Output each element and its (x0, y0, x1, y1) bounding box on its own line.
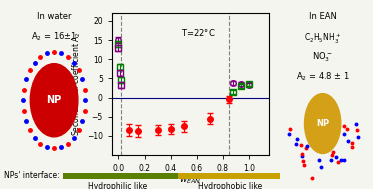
Text: Hydrophilic like: Hydrophilic like (88, 182, 147, 189)
Text: NPs' interface:: NPs' interface: (4, 171, 59, 180)
Text: NO$_3^-$: NO$_3^-$ (313, 50, 333, 64)
Text: T=22$\degree$C: T=22$\degree$C (181, 27, 215, 38)
Text: Hydrophobic like: Hydrophobic like (198, 182, 262, 189)
Text: A$_2$ = 4.8 ± 1: A$_2$ = 4.8 ± 1 (296, 70, 350, 83)
Circle shape (304, 94, 341, 153)
Text: NP: NP (316, 119, 329, 128)
Circle shape (30, 64, 78, 137)
Y-axis label: Second Virial coefficient A$_2$: Second Virial coefficient A$_2$ (70, 32, 83, 136)
Text: A$_2$ = 16±1: A$_2$ = 16±1 (31, 30, 77, 43)
X-axis label: $w_{EAN}$: $w_{EAN}$ (179, 176, 201, 186)
Text: NP: NP (47, 95, 62, 105)
Text: In EAN: In EAN (309, 12, 336, 21)
Text: $\mathregular{C_2H_5NH_3^+}$: $\mathregular{C_2H_5NH_3^+}$ (304, 32, 341, 46)
FancyBboxPatch shape (178, 173, 280, 179)
FancyBboxPatch shape (63, 173, 178, 179)
Text: In water: In water (37, 12, 71, 21)
